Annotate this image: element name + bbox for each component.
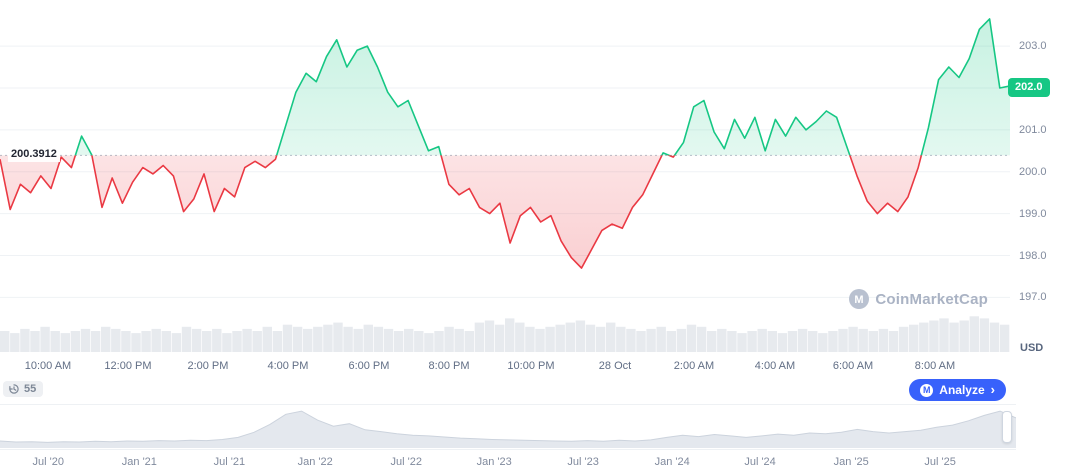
price-tick-label: 199.0	[1019, 207, 1047, 220]
time-tick-label: 4:00 PM	[267, 360, 309, 372]
time-tick-label: 8:00 PM	[428, 360, 470, 372]
date-tick-label: Jul '22	[390, 456, 423, 468]
price-tick-label: 198.0	[1019, 249, 1047, 262]
time-tick-label: 4:00 AM	[754, 360, 796, 372]
time-tick-label: 2:00 AM	[673, 360, 715, 372]
date-tick-label: Jan '21	[121, 456, 157, 468]
time-tick-label: 12:00 PM	[104, 360, 152, 372]
svg-text:M: M	[855, 294, 864, 306]
date-tick-label: Jul '24	[744, 456, 776, 468]
history-clock-icon	[9, 384, 19, 394]
date-axis: Jul '20 Jan '21 Jul '21 Jan '22 Jul '22 Jan '…	[0, 450, 1072, 470]
coinmarketcap-logo-icon: M	[849, 289, 870, 309]
chevron-right-icon: ›	[990, 382, 995, 397]
coinmarketcap-watermark: M CoinMarketCap	[849, 289, 988, 309]
time-tick-label: 10:00 AM	[24, 360, 72, 372]
range-selector-chart[interactable]	[0, 406, 1016, 448]
price-tick-label: 197.0	[1019, 291, 1047, 304]
price-tick-label: 200.0	[1019, 165, 1047, 178]
date-tick-label: Jul '21	[213, 456, 246, 468]
y-axis: 202.0 USD 203.0 201.0 200.0 199.0 198.0 197.0	[1008, 0, 1072, 355]
current-price-badge: 202.0	[1008, 77, 1050, 97]
date-tick-label: Jan '24	[654, 456, 690, 468]
baseline-price-label: 200.3912	[8, 147, 60, 163]
date-tick-label: Jul '23	[567, 456, 599, 468]
price-tick-label: 201.0	[1019, 123, 1047, 136]
time-tick-label: 6:00 AM	[832, 360, 874, 372]
price-tick-label: 203.0	[1019, 40, 1047, 53]
range-selector[interactable]	[0, 404, 1016, 450]
date-tick-label: Jan '25	[833, 456, 869, 468]
currency-label: USD	[1020, 342, 1044, 354]
analyze-button[interactable]: M Analyze ›	[909, 379, 1006, 401]
date-tick-label: Jul '25	[924, 456, 956, 468]
main-chart: 200.3912 M CoinMarketCap 202.0 USD 203.0…	[0, 0, 1072, 372]
date-tick-label: Jan '23	[476, 456, 512, 468]
time-tick-label: 28 Oct	[598, 360, 632, 372]
time-tick-label: 2:00 PM	[187, 360, 229, 372]
time-tick-label: 8:00 AM	[914, 360, 956, 372]
analyze-button-label: Analyze	[939, 383, 985, 397]
history-count-button[interactable]: 55	[3, 381, 44, 397]
time-tick-label: 10:00 PM	[507, 360, 555, 372]
chart-toolbar: 55 M Analyze ›	[0, 378, 1072, 404]
x-axis: 10:00 AM 12:00 PM 2:00 PM 4:00 PM 6:00 PM 8:0…	[0, 355, 1010, 378]
history-count-label: 55	[24, 383, 37, 395]
range-selector-handle[interactable]	[1002, 411, 1012, 443]
watermark-text: CoinMarketCap	[875, 290, 988, 308]
time-tick-label: 6:00 PM	[348, 360, 390, 372]
price-chart-canvas[interactable]	[0, 0, 1010, 355]
coinmarketcap-logo-icon: M	[920, 383, 934, 397]
date-tick-label: Jul '20	[32, 456, 64, 468]
date-tick-label: Jan '22	[297, 456, 333, 468]
